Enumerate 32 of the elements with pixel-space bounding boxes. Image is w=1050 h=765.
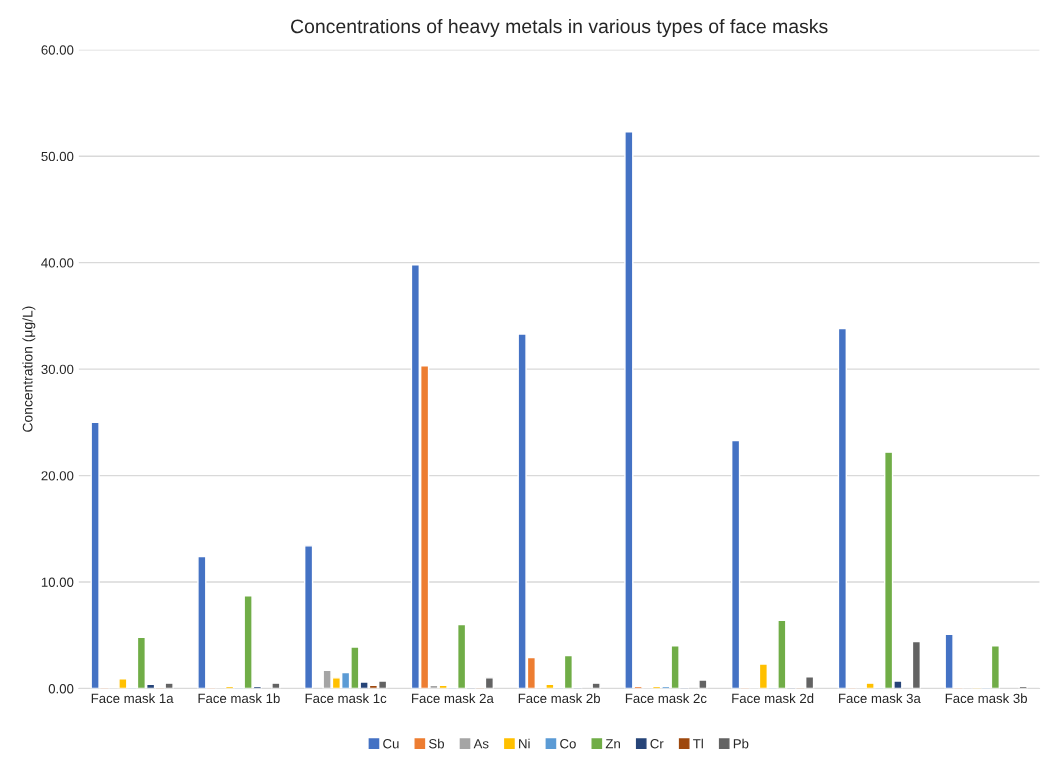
y-tick-label: 50.00 (41, 151, 74, 162)
bar (698, 679, 708, 689)
legend-label: Co (560, 739, 576, 749)
x-tick-label: Face mask 3a (839, 693, 921, 704)
legend-label: Ni (519, 738, 530, 749)
x-tick-label: Face mask 2b (518, 693, 601, 704)
y-tick-label: 60.00 (41, 45, 74, 55)
y-tick-label: 0.00 (48, 684, 74, 694)
bar (271, 682, 281, 689)
legend-label: As (473, 739, 489, 749)
legend-label: Zn (605, 739, 620, 749)
y-tick-label: 30.00 (41, 364, 74, 375)
legend-label: Cr (650, 739, 664, 749)
legend-label: Cu (383, 739, 399, 749)
bar (591, 682, 601, 689)
bar (303, 545, 314, 689)
y-axis-title: Concentration (μg/L) (22, 306, 36, 432)
y-tick-label: 20.00 (41, 471, 74, 481)
bar (911, 640, 922, 689)
y-tick-label: 40.00 (41, 258, 74, 268)
x-tick-label: Face mask 2c (625, 693, 707, 704)
x-tick-label: Face mask 2a (412, 693, 494, 704)
chart-title: Concentrations of heavy metals in various types of face masks (291, 18, 828, 38)
legend-label: Tl (693, 738, 703, 749)
x-tick-label: Face mask 1a (91, 693, 174, 704)
legend-label: Sb (429, 738, 444, 749)
y-tick-label: 10.00 (41, 577, 74, 587)
x-tick-label: Face mask 3b (945, 693, 1028, 704)
x-tick-label: Face mask 1c (305, 693, 387, 704)
x-tick-label: Face mask 2d (732, 693, 814, 704)
legend-label: Pb (733, 738, 749, 749)
x-tick-label: Face mask 1b (198, 693, 280, 704)
